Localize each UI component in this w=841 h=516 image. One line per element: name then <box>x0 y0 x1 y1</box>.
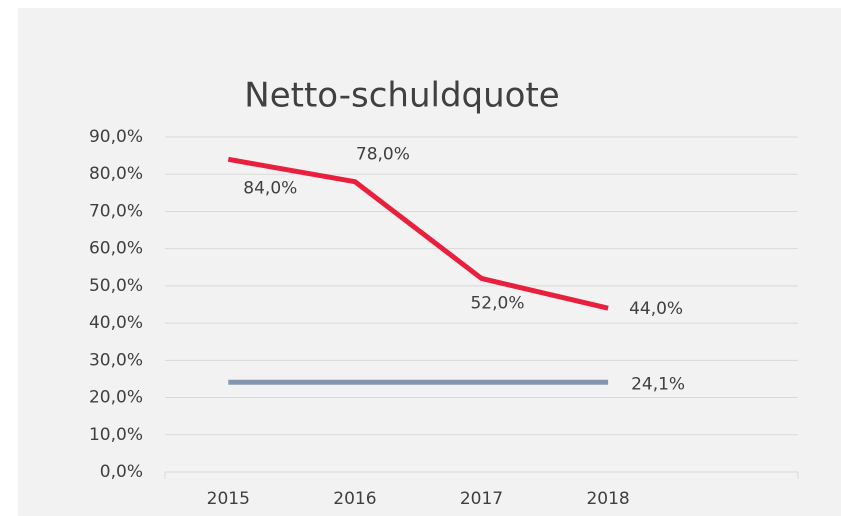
x-tick-label: 2017 <box>460 489 503 509</box>
x-tick-label: 2018 <box>586 489 629 509</box>
y-tick-label: 70,0% <box>89 201 143 221</box>
x-tick-label: 2016 <box>333 489 376 509</box>
y-tick-label: 50,0% <box>89 276 143 296</box>
y-tick-label: 90,0% <box>89 127 143 147</box>
y-tick-label: 30,0% <box>89 350 143 370</box>
x-tick-label: 2015 <box>207 489 250 509</box>
y-tick-label: 80,0% <box>89 164 143 184</box>
data-label: 44,0% <box>629 299 683 319</box>
y-tick-label: 0,0% <box>100 462 143 482</box>
chart-title: Netto-schuldquote <box>244 76 559 116</box>
y-tick-label: 40,0% <box>89 313 143 333</box>
y-tick-label: 10,0% <box>89 425 143 445</box>
data-label: 24,1% <box>631 374 685 394</box>
chart-background <box>18 8 841 516</box>
line-series <box>227 156 609 311</box>
data-label: 52,0% <box>470 293 524 313</box>
y-tick-label: 20,0% <box>89 388 143 408</box>
data-label: 84,0% <box>243 178 297 198</box>
data-label: 78,0% <box>356 145 410 165</box>
y-tick-label: 60,0% <box>89 239 143 259</box>
